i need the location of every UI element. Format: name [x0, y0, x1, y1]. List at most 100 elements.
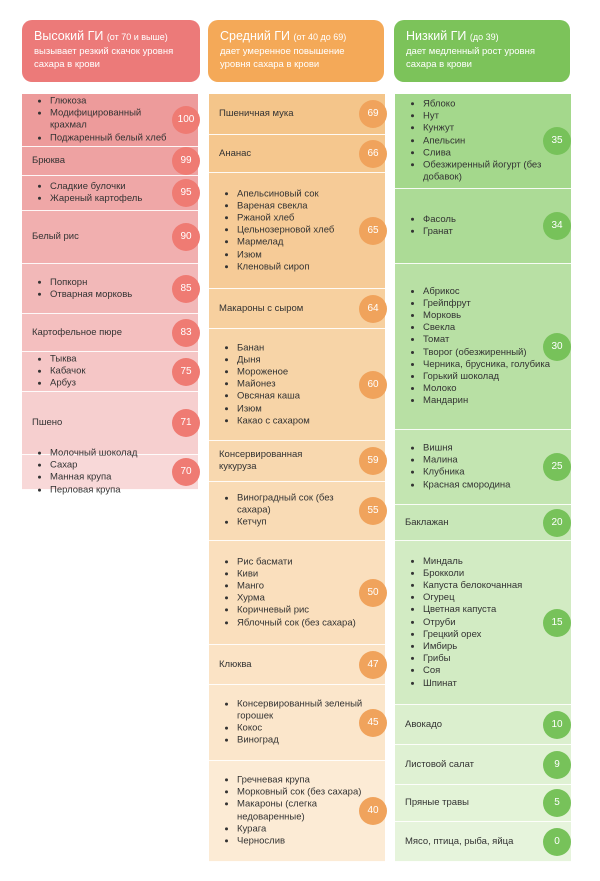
gi-value-badge: 10 — [543, 710, 571, 739]
food-list: ГлюкозаМодифицированный крахмалПоджаренн… — [22, 96, 180, 145]
food-list: ПопкорнОтварная морковь — [22, 276, 180, 300]
header-title: Высокий ГИ — [34, 29, 104, 43]
header-subtitle: дает медленный рост уровня сахара в кров… — [406, 46, 535, 70]
food-item: Виноградный сок (без сахара) — [237, 493, 367, 517]
food-item: Малина — [423, 455, 553, 467]
food-item: Баклажан — [405, 516, 449, 528]
gi-value-badge: 83 — [172, 318, 200, 347]
food-item: Брюква — [32, 155, 66, 166]
food-item: Курага — [237, 823, 367, 835]
gi-value-badge: 60 — [359, 370, 387, 399]
gi-value-badge: 30 — [543, 332, 571, 361]
food-list: ФасольГранат — [395, 214, 553, 238]
low-gi-list: ЯблокоНутКунжутАпельсинСливаОбезжиренный… — [395, 94, 571, 862]
food-item: Огурец — [423, 592, 553, 604]
gi-value-badge: 65 — [359, 216, 387, 245]
food-item: Красная смородина — [423, 479, 553, 491]
food-list: Рис басматиКивиМангоХурмаКоричневый рисЯ… — [209, 556, 367, 629]
food-item: Консервированный зеленый горошек — [237, 698, 367, 722]
food-list: ВишняМалинаКлубникаКрасная смородина — [395, 443, 553, 492]
gi-value-badge: 66 — [359, 139, 387, 168]
food-item: Обезжиренный йогурт (без добавок) — [423, 159, 553, 183]
gi-row: Картофельное пюре 83 — [22, 314, 200, 352]
food-list: БананДыняМороженоеМайонезОвсяная кашаИзю… — [209, 342, 367, 427]
food-item: Пшеничная мука — [219, 108, 294, 119]
gi-value-badge: 50 — [359, 578, 387, 607]
food-item: Коричневый рис — [237, 605, 367, 617]
food-list: ТыкваКабачокАрбуз — [22, 353, 180, 390]
gi-value-badge: 59 — [359, 447, 387, 475]
food-list: Апельсиновый сокВареная свеклаРжаной хле… — [209, 188, 367, 273]
food-item: Дыня — [237, 354, 367, 366]
food-item: Банан — [237, 342, 367, 354]
gi-value-badge: 71 — [172, 409, 200, 437]
food-item: Кунжут — [423, 123, 553, 135]
food-item: Жареный картофель — [50, 193, 180, 205]
food-item: Брокколи — [423, 568, 553, 580]
header-subtitle: вызывает резкий скачок уровня сахара в к… — [34, 46, 174, 70]
food-item: Апельсин — [423, 135, 553, 147]
food-item: Имбирь — [423, 641, 553, 653]
food-item: Ржаной хлеб — [237, 212, 367, 224]
food-item: Грейпфрут — [423, 298, 553, 310]
food-item: Макароны (слегка недоваренные) — [237, 799, 367, 823]
header-title: Средний ГИ — [220, 29, 291, 43]
food-item: Перловая крупа — [50, 484, 180, 496]
food-item: Кокос — [237, 723, 367, 735]
gi-row: Клюква 47 — [209, 645, 387, 685]
food-item: Горький шоколад — [423, 371, 553, 383]
gi-value-badge: 90 — [172, 223, 200, 251]
food-item: Свекла — [423, 322, 553, 334]
food-item: Белый рис — [32, 231, 79, 242]
gi-row: Консервированный зеленый горошекКокосВин… — [209, 685, 387, 761]
gi-row: ЯблокоНутКунжутАпельсинСливаОбезжиренный… — [395, 94, 571, 189]
gi-row: Молочный шоколадСахарМанная крупаПерлова… — [22, 448, 200, 495]
food-item: Манная крупа — [50, 472, 180, 484]
gi-value-badge: 85 — [172, 274, 200, 303]
food-item: Слива — [423, 147, 553, 159]
header-range: (от 40 до 69) — [293, 32, 347, 42]
food-item: Томат — [423, 334, 553, 346]
gi-row: Брюква 99 — [22, 147, 200, 176]
gi-value-badge: 64 — [359, 294, 387, 323]
food-item: Миндаль — [423, 555, 553, 567]
gi-value-badge: 45 — [359, 708, 387, 737]
food-item: Арбуз — [50, 378, 180, 390]
food-item: Отруби — [423, 616, 553, 628]
food-item: Кленовый сироп — [237, 261, 367, 273]
food-item: Сладкие булочки — [50, 181, 180, 193]
high-gi-list: ГлюкозаМодифицированный крахмалПоджаренн… — [22, 94, 200, 567]
food-item: Гранат — [423, 226, 553, 238]
header-range: (до 39) — [469, 32, 499, 42]
gi-value-badge: 40 — [359, 797, 387, 825]
food-item: Отварная морковь — [50, 289, 180, 301]
gi-row: Гречневая крупаМорковный сок (без сахара… — [209, 761, 387, 862]
food-item: Мандарин — [423, 395, 553, 407]
gi-row: МиндальБрокколиКапуста белокочаннаяОгуре… — [395, 541, 571, 705]
gi-value-badge: 0 — [543, 827, 571, 856]
header-title: Низкий ГИ — [406, 29, 467, 43]
food-item: Черника, брусника, голубика — [423, 359, 553, 371]
header-low-gi: Низкий ГИ (до 39) дает медленный рост ур… — [394, 20, 570, 82]
food-item: Пшено — [32, 417, 63, 428]
food-item: Ананас — [219, 147, 252, 159]
gi-value-badge: 15 — [543, 608, 571, 637]
food-item: Шпинат — [423, 677, 553, 689]
food-item: Овсяная каша — [237, 391, 367, 403]
food-item: Мармелад — [237, 237, 367, 249]
food-item: Цветная капуста — [423, 604, 553, 616]
food-item: Нут — [423, 110, 553, 122]
food-list: МиндальБрокколиКапуста белокочаннаяОгуре… — [395, 555, 553, 689]
food-item: Попкорн — [50, 276, 180, 288]
food-item: Соя — [423, 665, 553, 677]
gi-value-badge: 35 — [543, 127, 571, 155]
header-high-gi: Высокий ГИ (от 70 и выше) вызывает резки… — [22, 20, 200, 82]
food-item: Гречневая крупа — [237, 774, 367, 786]
gi-row: Авокадо 10 — [395, 705, 571, 745]
gi-row: Пряные травы 5 — [395, 785, 571, 822]
gi-row: ФасольГранат34 — [395, 189, 571, 264]
food-item: Творог (обезжиренный) — [423, 347, 553, 359]
food-list: Консервированный зеленый горошекКокосВин… — [209, 698, 367, 747]
food-item: Яблоко — [423, 98, 553, 110]
